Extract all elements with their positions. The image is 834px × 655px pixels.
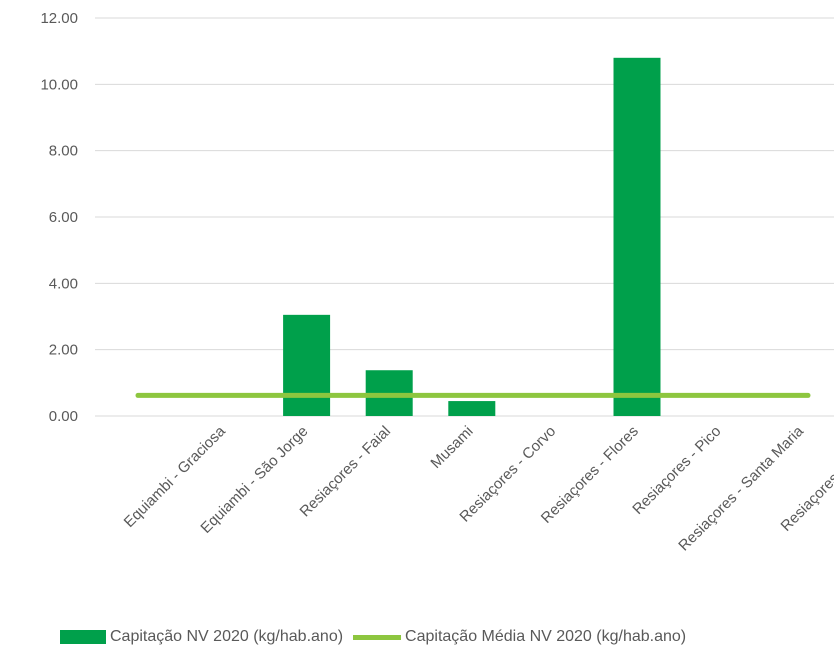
x-category-label: Resiaçores - Faial bbox=[297, 423, 394, 520]
legend: Capitação NV 2020 (kg/hab.ano) Capitação… bbox=[60, 628, 696, 646]
y-tick-label: 4.00 bbox=[49, 275, 78, 292]
y-tick-label: 2.00 bbox=[49, 342, 78, 359]
legend-item-bar: Capitação NV 2020 (kg/hab.ano) bbox=[60, 628, 343, 646]
y-axis-ticks: 0.00 2.00 4.00 6.00 8.00 10.00 12.00 bbox=[40, 10, 78, 425]
x-category-label: Musami bbox=[427, 423, 476, 472]
bar-series bbox=[283, 57, 661, 417]
legend-bar-swatch bbox=[60, 630, 106, 644]
bar bbox=[613, 57, 661, 417]
y-tick-label: 10.00 bbox=[40, 76, 78, 93]
y-tick-label: 6.00 bbox=[49, 209, 78, 226]
chart: 0.00 2.00 4.00 6.00 8.00 10.00 12.00 Equiambi … bbox=[40, 10, 834, 554]
y-tick-label: 12.00 bbox=[40, 10, 78, 27]
bar bbox=[448, 401, 496, 416]
y-tick-label: 8.00 bbox=[49, 143, 78, 160]
bar bbox=[283, 314, 331, 416]
legend-item-line: Capitação Média NV 2020 (kg/hab.ano) bbox=[353, 628, 686, 646]
legend-line-swatch bbox=[353, 634, 402, 640]
x-category-label: Resiaçores - Pico bbox=[629, 423, 724, 518]
y-tick-label: 0.00 bbox=[49, 408, 78, 425]
gridlines bbox=[95, 17, 834, 417]
legend-line-label: Capitação Média NV 2020 (kg/hab.ano) bbox=[405, 628, 687, 645]
legend-bar-label: Capitação NV 2020 (kg/hab.ano) bbox=[110, 628, 344, 645]
